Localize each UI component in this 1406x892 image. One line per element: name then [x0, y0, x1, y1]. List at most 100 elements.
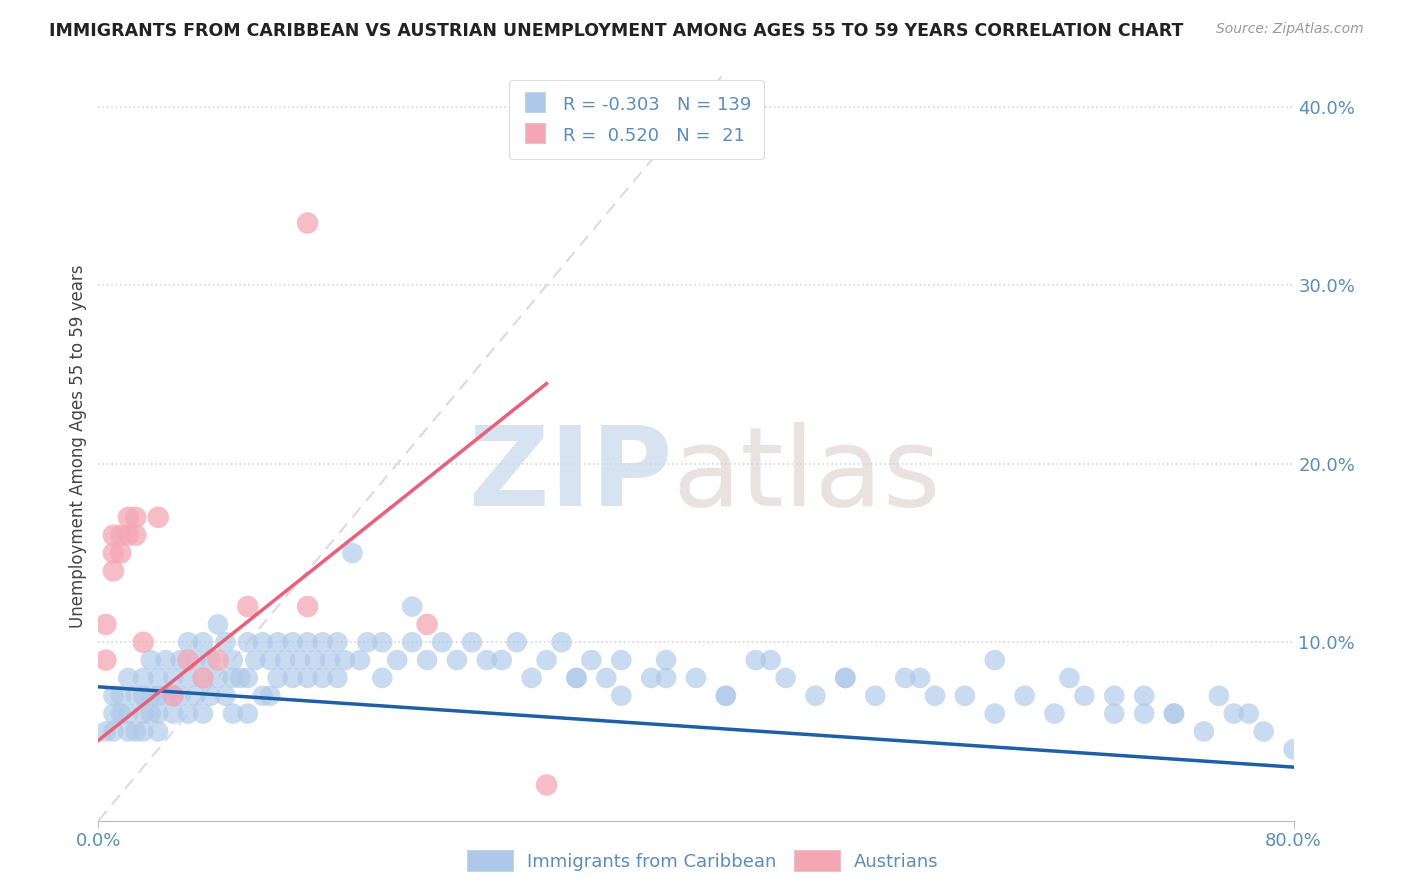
Point	[200, 653, 222, 667]
Point	[236, 706, 259, 721]
Point	[1208, 689, 1230, 703]
Point	[297, 635, 319, 649]
Point	[297, 599, 319, 614]
Point	[319, 653, 342, 667]
Point	[103, 706, 125, 721]
Point	[1043, 706, 1066, 721]
Point	[267, 671, 290, 685]
Point	[236, 671, 259, 685]
Point	[953, 689, 976, 703]
Point	[103, 546, 125, 560]
Point	[110, 706, 132, 721]
Point	[333, 653, 356, 667]
Point	[162, 706, 184, 721]
Point	[1192, 724, 1215, 739]
Point	[714, 689, 737, 703]
Point	[191, 635, 214, 649]
Point	[342, 546, 364, 560]
Point	[139, 653, 162, 667]
Point	[371, 635, 394, 649]
Point	[536, 778, 558, 792]
Point	[103, 564, 125, 578]
Point	[461, 635, 484, 649]
Point	[1073, 689, 1095, 703]
Point	[1059, 671, 1081, 685]
Point	[834, 671, 856, 685]
Point	[236, 599, 259, 614]
Point	[155, 689, 177, 703]
Point	[259, 689, 281, 703]
Point	[1133, 689, 1156, 703]
Point	[416, 617, 439, 632]
Point	[565, 671, 588, 685]
Point	[252, 689, 274, 703]
Point	[550, 635, 572, 649]
Point	[281, 671, 304, 685]
Point	[222, 653, 245, 667]
Point	[714, 689, 737, 703]
Point	[1133, 706, 1156, 721]
Point	[132, 635, 155, 649]
Point	[103, 528, 125, 542]
Point	[924, 689, 946, 703]
Point	[132, 724, 155, 739]
Point	[177, 671, 200, 685]
Point	[229, 671, 252, 685]
Point	[103, 724, 125, 739]
Point	[685, 671, 707, 685]
Point	[581, 653, 603, 667]
Point	[311, 635, 333, 649]
Point	[775, 671, 797, 685]
Point	[94, 724, 117, 739]
Point	[655, 653, 678, 667]
Point	[1282, 742, 1305, 756]
Point	[132, 706, 155, 721]
Point	[94, 617, 117, 632]
Point	[169, 653, 191, 667]
Point	[401, 635, 423, 649]
Point	[117, 724, 139, 739]
Point	[148, 671, 170, 685]
Point	[1163, 706, 1185, 721]
Point	[207, 617, 229, 632]
Point	[207, 671, 229, 685]
Point	[125, 689, 148, 703]
Point	[148, 689, 170, 703]
Point	[148, 706, 170, 721]
Point	[274, 653, 297, 667]
Point	[475, 653, 498, 667]
Point	[984, 653, 1007, 667]
Point	[640, 671, 662, 685]
Point	[1163, 706, 1185, 721]
Point	[191, 671, 214, 685]
Point	[865, 689, 887, 703]
Point	[148, 724, 170, 739]
Point	[94, 653, 117, 667]
Point	[595, 671, 617, 685]
Point	[1237, 706, 1260, 721]
Point	[297, 671, 319, 685]
Point	[200, 689, 222, 703]
Point	[117, 706, 139, 721]
Point	[162, 689, 184, 703]
Point	[385, 653, 409, 667]
Point	[191, 671, 214, 685]
Point	[125, 724, 148, 739]
Point	[184, 689, 207, 703]
Point	[103, 689, 125, 703]
Point	[139, 689, 162, 703]
Point	[610, 653, 633, 667]
Point	[162, 689, 184, 703]
Point	[236, 635, 259, 649]
Point	[259, 653, 281, 667]
Point	[349, 653, 371, 667]
Point	[356, 635, 378, 649]
Point	[446, 653, 468, 667]
Text: ZIP: ZIP	[468, 423, 672, 530]
Point	[430, 635, 453, 649]
Point	[416, 653, 439, 667]
Point	[139, 706, 162, 721]
Point	[908, 671, 931, 685]
Point	[125, 528, 148, 542]
Point	[177, 635, 200, 649]
